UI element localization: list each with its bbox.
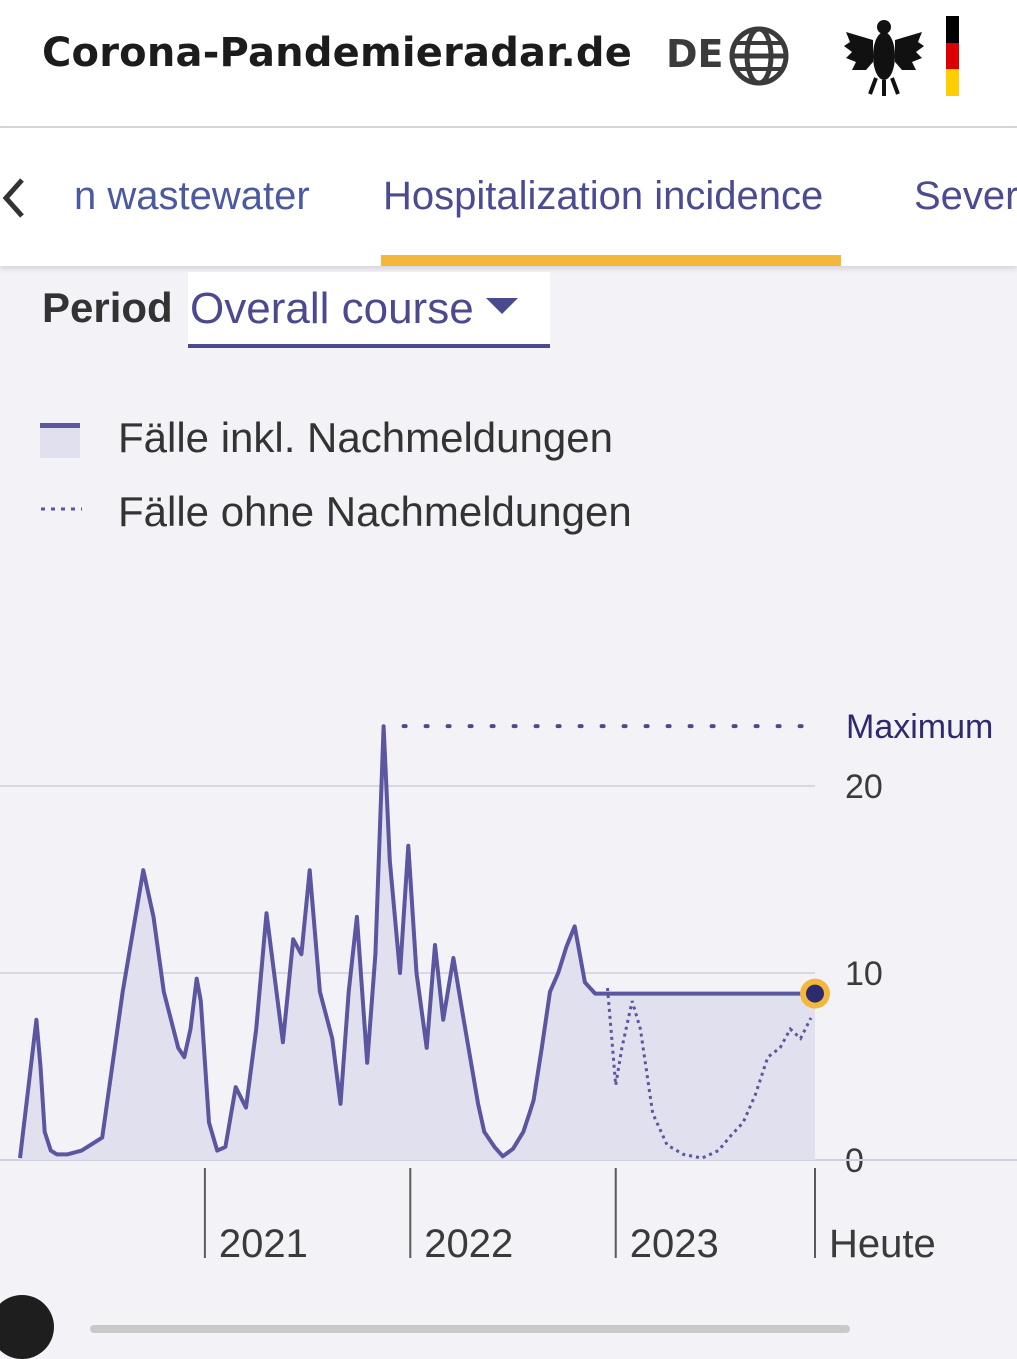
y-tick-label-20: 20 [845, 768, 883, 806]
period-label: Period [42, 284, 173, 331]
legend-swatch-solid [40, 423, 80, 458]
tab-wastewater[interactable]: n wastewater [74, 174, 310, 218]
german-flag [946, 16, 959, 97]
globe-icon[interactable] [728, 25, 790, 87]
active-tab-indicator [381, 255, 841, 266]
federal-eagle-logo [844, 20, 924, 96]
horizontal-scrollbar[interactable] [90, 1325, 850, 1333]
series-area-with-late-reports [20, 726, 815, 1160]
chevron-left-icon[interactable] [0, 168, 40, 228]
site-title[interactable]: Corona-Pandemieradar.de [42, 30, 633, 76]
current-value-marker [806, 984, 824, 1003]
x-tick-label-2022: 2022 [424, 1222, 513, 1266]
tab-severe[interactable]: Severe [914, 174, 1017, 218]
series-line-with-late-reports [18, 724, 815, 1159]
tab-bar: n wastewater Hospitalization incidence S… [0, 128, 1017, 266]
flag-stripe-gold [946, 69, 959, 97]
language-switch[interactable]: DE [666, 32, 724, 76]
legend-label-without-late-reports: Fälle ohne Nachmeldungen [118, 488, 632, 535]
y-tick-label-10: 10 [845, 955, 883, 993]
series-line-without-late-reports [606, 987, 813, 1160]
period-value: Overall course [190, 284, 474, 333]
maximum-label: Maximum [846, 708, 993, 746]
site-header: Corona-Pandemieradar.de DE [0, 0, 1017, 128]
x-tick-label-2023: 2023 [630, 1222, 719, 1266]
legend-swatch-dotted [41, 507, 82, 511]
x-tick-label-Heute: Heute [829, 1222, 936, 1266]
x-tick-label-2021: 2021 [219, 1222, 308, 1266]
flag-stripe-black [946, 16, 959, 43]
period-dropdown[interactable]: Overall course [188, 272, 550, 348]
flag-stripe-red [946, 42, 959, 70]
expand-nav-button[interactable] [0, 1295, 54, 1359]
tab-hospitalization-incidence[interactable]: Hospitalization incidence [383, 174, 824, 218]
caret-down-icon [486, 298, 518, 314]
legend-label-with-late-reports: Fälle inkl. Nachmeldungen [118, 414, 613, 461]
